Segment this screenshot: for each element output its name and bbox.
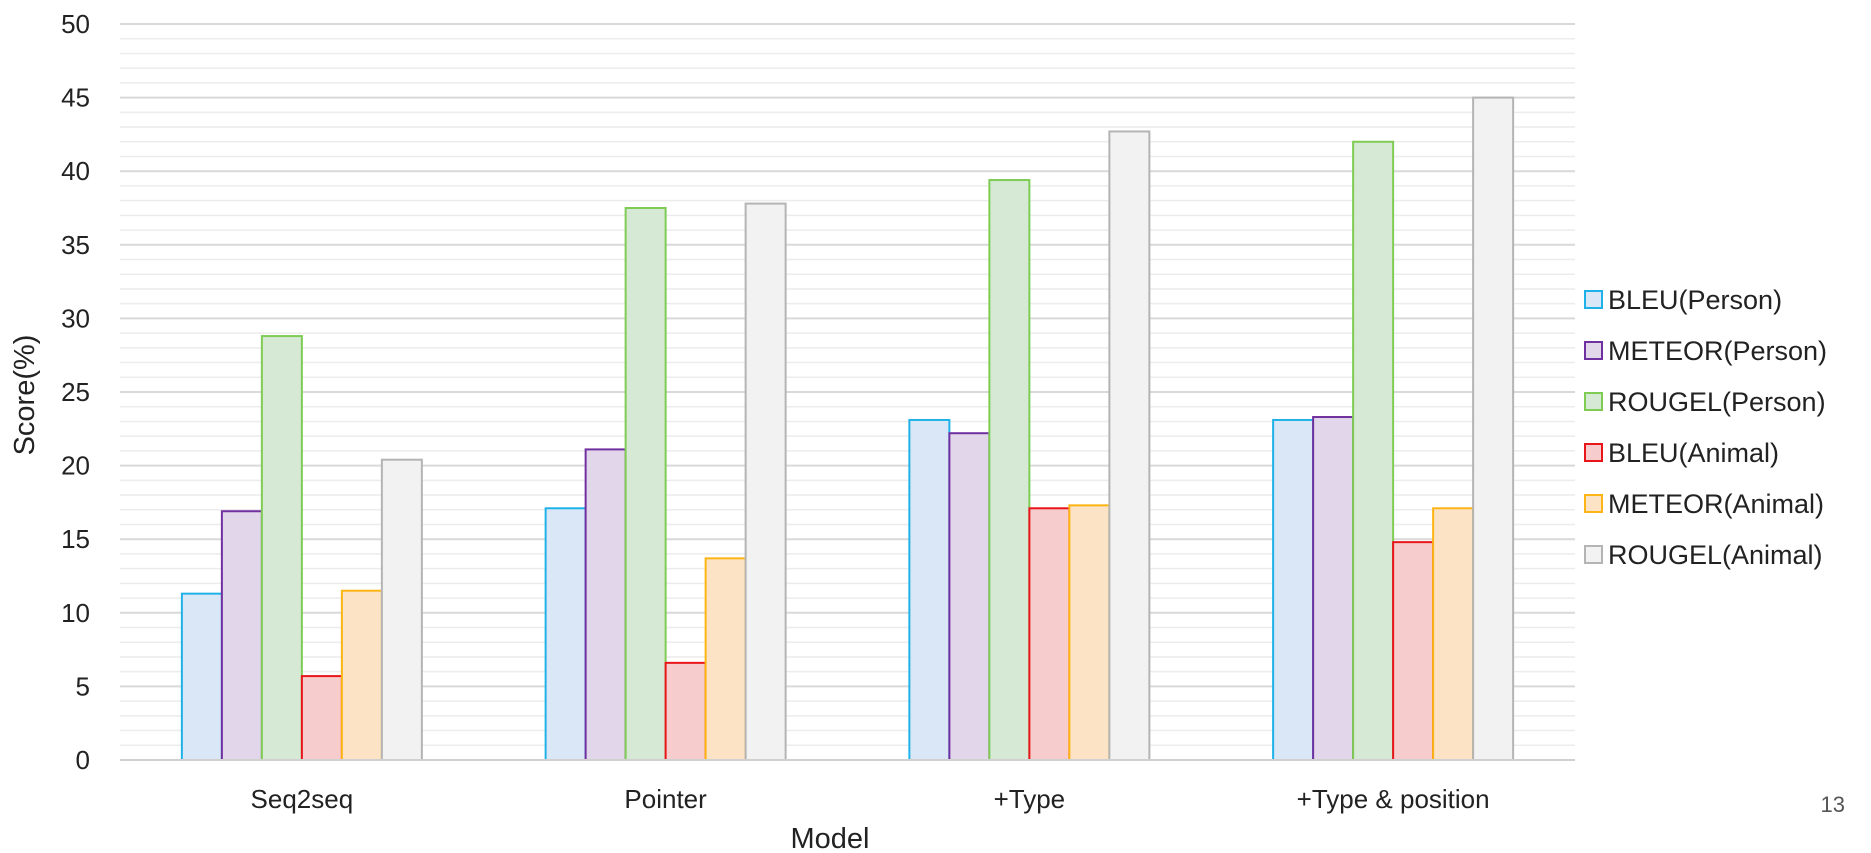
y-axis-title: Score(%) [9,335,41,456]
y-tick-label: 40 [61,156,90,186]
bar-meteor-person [220,510,263,761]
bar-bleu-animal [1392,541,1435,761]
y-tick-label: 5 [76,671,90,701]
bar-bleu-person [908,418,951,761]
bar-rougel-animal [744,202,787,762]
y-tick-label: 35 [61,230,90,260]
y-tick-label: 15 [61,524,90,554]
x-tick-label: Pointer [624,784,707,814]
legend-swatch [1584,392,1603,411]
bar-meteor-animal [704,557,747,761]
bar-meteor-animal [1068,504,1111,761]
legend-label: METEOR(Animal) [1608,489,1824,519]
y-tick-label: 25 [61,377,90,407]
y-tick-label: 30 [61,303,90,333]
axes: 0 5 10 15 20 25 30 35 40 45 50 Seq2seq Pointer +Type +… [61,9,1575,814]
bar-bleu-person [1272,418,1315,761]
legend-label: ROUGEL(Person) [1608,387,1826,417]
y-tick-label: 0 [76,745,90,775]
x-tick-label: +Type [994,784,1066,814]
bars [180,96,1515,762]
legend-swatch [1584,290,1603,309]
bar-meteor-animal [340,589,383,761]
bar-rougel-person [624,207,667,761]
x-tick-label: Seq2seq [251,784,354,814]
legend-label: BLEU(Person) [1608,285,1782,315]
bar-bleu-person [180,592,223,761]
y-tick-label: 20 [61,451,90,481]
bar-bleu-animal [1028,507,1071,761]
bar-rougel-person [988,179,1031,762]
x-axis-title: Model [791,823,870,853]
x-tick-label: +Type & position [1297,784,1490,814]
y-tick-label: 50 [61,9,90,39]
legend-label: ROUGEL(Animal) [1608,540,1823,570]
page-number: 13 [1821,792,1845,817]
legend-swatch [1584,545,1603,564]
legend-swatch [1584,443,1603,462]
legend-swatch [1584,341,1603,360]
bar-rougel-animal [1472,96,1515,762]
bar-rougel-animal [380,458,423,761]
bar-bleu-animal [664,661,707,762]
bar-bleu-person [544,507,587,761]
legend: BLEU(Person) METEOR(Person) ROUGEL(Person)… [1584,285,1827,570]
legend-label: BLEU(Animal) [1608,438,1779,468]
legend-swatch [1584,494,1603,513]
bar-meteor-animal [1432,507,1475,761]
bar-rougel-person [1352,140,1395,761]
bar-meteor-person [948,432,991,761]
bar-meteor-person [1312,416,1355,761]
bar-rougel-animal [1108,130,1151,761]
bar-bleu-animal [300,675,343,762]
y-tick-label: 10 [61,598,90,628]
legend-label: METEOR(Person) [1608,336,1827,366]
bar-rougel-person [260,335,303,761]
bar-meteor-person [584,448,627,761]
y-tick-label: 45 [61,83,90,113]
